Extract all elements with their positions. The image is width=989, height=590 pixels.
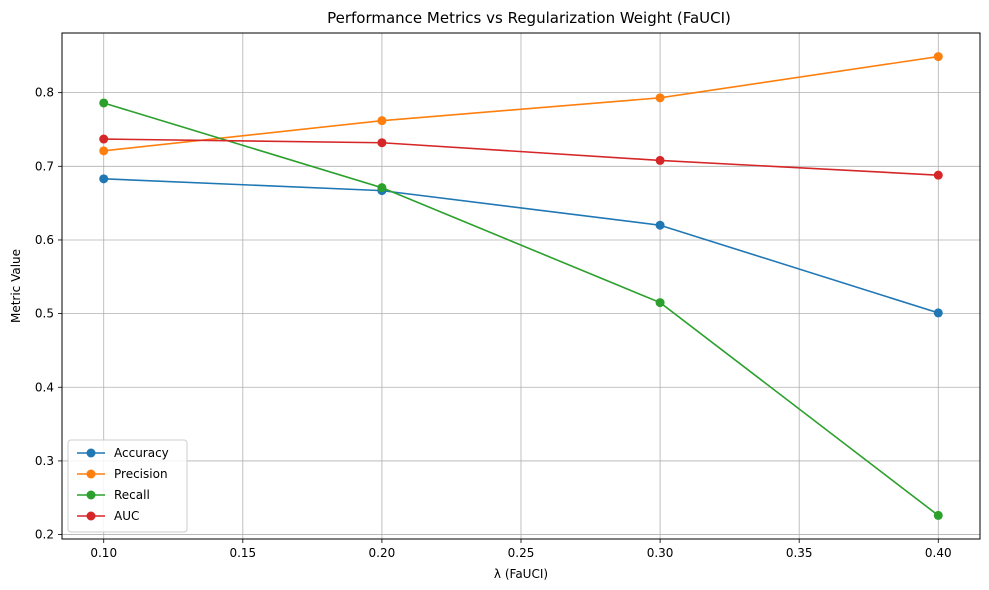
legend-item-recall: Recall bbox=[77, 488, 150, 502]
auc-point bbox=[655, 155, 665, 165]
accuracy-line bbox=[103, 178, 939, 314]
legend-swatch-marker bbox=[86, 469, 96, 479]
precision-point bbox=[99, 146, 109, 156]
series-recall bbox=[99, 98, 943, 520]
legend-label: Precision bbox=[114, 467, 168, 481]
x-tick-label: 0.20 bbox=[369, 546, 396, 560]
legend-item-auc: AUC bbox=[77, 509, 139, 523]
y-tick-label: 0.3 bbox=[35, 454, 54, 468]
accuracy-point bbox=[933, 308, 943, 318]
series-precision bbox=[99, 52, 943, 156]
recall-point bbox=[99, 98, 109, 108]
legend-item-precision: Precision bbox=[77, 467, 168, 481]
legend-item-accuracy: Accuracy bbox=[77, 446, 169, 460]
accuracy-point bbox=[99, 174, 109, 184]
legend-swatch-marker bbox=[86, 490, 96, 500]
recall-point bbox=[377, 183, 387, 193]
x-tick-label: 0.35 bbox=[786, 546, 813, 560]
grid bbox=[62, 33, 980, 539]
auc-line bbox=[103, 138, 939, 176]
y-tick-label: 0.4 bbox=[35, 380, 54, 394]
y-tick-label: 0.6 bbox=[35, 233, 54, 247]
legend-label: AUC bbox=[114, 509, 139, 523]
y-tick-label: 0.8 bbox=[35, 86, 54, 100]
chart-title: Performance Metrics vs Regularization We… bbox=[327, 9, 731, 27]
auc-point bbox=[377, 138, 387, 148]
precision-point bbox=[377, 116, 387, 126]
legend-box bbox=[67, 439, 188, 533]
precision-line bbox=[103, 55, 939, 152]
recall-point bbox=[655, 298, 665, 308]
y-tick-label: 0.2 bbox=[35, 528, 54, 542]
series-auc bbox=[99, 134, 943, 180]
y-axis-label: Metric Value bbox=[9, 249, 23, 323]
x-tick-label: 0.15 bbox=[229, 546, 256, 560]
precision-point bbox=[655, 93, 665, 103]
precision-point bbox=[933, 52, 943, 62]
series-group bbox=[99, 52, 943, 520]
legend: Accuracy Precision Recall AUC bbox=[67, 439, 188, 533]
x-tick-label: 0.25 bbox=[508, 546, 535, 560]
accuracy-point bbox=[655, 220, 665, 230]
auc-point bbox=[99, 134, 109, 144]
axis-ticks: 0.10 0.15 0.20 0.25 0.30 0.35 0.40 0.2 0.3 0.4 0.5… bbox=[35, 86, 952, 560]
y-tick-label: 0.5 bbox=[35, 307, 54, 321]
legend-label: Recall bbox=[114, 488, 150, 502]
recall-point bbox=[933, 510, 943, 520]
legend-swatch-marker bbox=[86, 448, 96, 458]
x-axis-label: λ (FaUCI) bbox=[494, 567, 548, 581]
x-tick-label: 0.40 bbox=[925, 546, 952, 560]
y-tick-label: 0.7 bbox=[35, 159, 54, 173]
recall-line bbox=[103, 102, 939, 517]
x-tick-label: 0.10 bbox=[90, 546, 117, 560]
x-tick-label: 0.30 bbox=[647, 546, 674, 560]
legend-label: Accuracy bbox=[114, 446, 169, 460]
legend-swatch-marker bbox=[86, 511, 96, 521]
auc-point bbox=[933, 170, 943, 180]
